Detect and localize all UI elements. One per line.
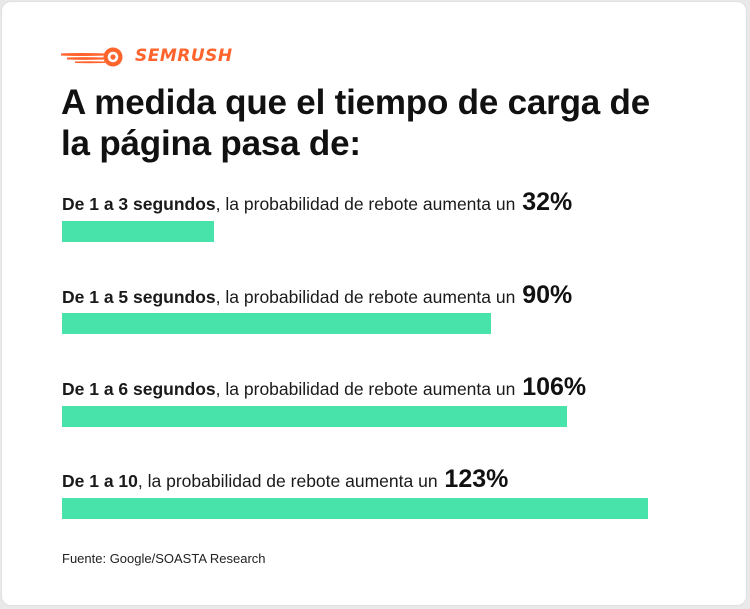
value-label: 106% [522, 373, 587, 401]
value-label: 32% [522, 188, 573, 216]
label-text: , la probabilidad de rebote aumenta un [137, 471, 443, 491]
semrush-flame-icon [61, 47, 123, 67]
bar-label-4: De 1 a 10, la probabilidad de rebote aum… [62, 465, 508, 494]
brand-name: SEMRUSH [135, 46, 233, 66]
label-text: , la probabilidad de rebote aumenta un [215, 287, 521, 307]
semrush-logo: SEMRUSH [59, 44, 233, 68]
label-text: , la probabilidad de rebote aumenta un [215, 194, 521, 214]
bar-3 [62, 406, 567, 427]
bar-label-3: De 1 a 6 segundos, la probabilidad de re… [62, 373, 586, 402]
category-label: De 1 a 6 segundos [62, 379, 216, 399]
bar-label-1: De 1 a 3 segundos, la probabilidad de re… [62, 188, 572, 217]
source-note: Fuente: Google/SOASTA Research [62, 551, 266, 566]
value-label: 90% [522, 281, 573, 309]
category-label: De 1 a 10 [62, 471, 138, 491]
label-text: , la probabilidad de rebote aumenta un [215, 379, 521, 399]
bar-label-2: De 1 a 5 segundos, la probabilidad de re… [62, 281, 572, 310]
bar-1 [62, 221, 214, 242]
bar-2 [62, 313, 491, 334]
category-label: De 1 a 3 segundos [62, 194, 216, 214]
value-label: 123% [444, 465, 509, 493]
bar-4 [62, 498, 648, 519]
page-title: A medida que el tiempo de carga de la pá… [61, 83, 651, 163]
category-label: De 1 a 5 segundos [62, 287, 216, 307]
